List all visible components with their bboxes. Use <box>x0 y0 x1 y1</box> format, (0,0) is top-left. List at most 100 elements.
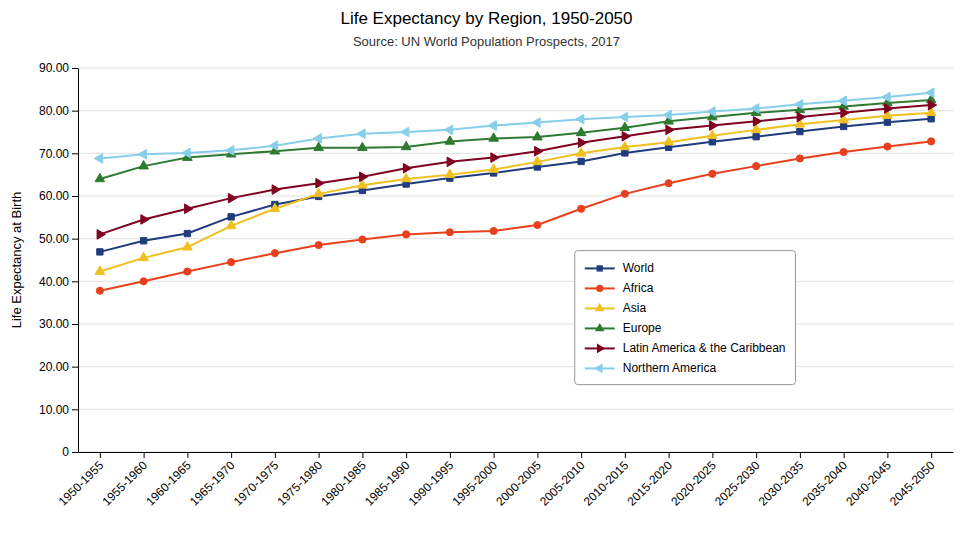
tick: 2010-2015 <box>581 452 632 509</box>
tick-mark <box>887 452 888 458</box>
line <box>100 100 931 179</box>
tick-mark <box>100 452 101 458</box>
point <box>622 150 628 156</box>
point <box>226 146 234 156</box>
point <box>228 193 236 203</box>
point <box>709 170 716 177</box>
subtitle: Source: UN World Population Prospects, 2… <box>353 34 620 49</box>
tick-label: 2010-2015 <box>581 458 632 509</box>
point <box>838 96 846 106</box>
title: Life Expectancy by Region, 1950-2050 <box>340 9 632 28</box>
tick-label: 2005-2010 <box>537 458 588 509</box>
axis-line <box>78 69 79 453</box>
point <box>663 110 671 120</box>
tick-mark <box>494 452 495 458</box>
point <box>315 241 322 248</box>
point <box>708 130 718 138</box>
point <box>489 164 499 172</box>
point <box>401 173 411 181</box>
point <box>576 127 586 135</box>
tick: 1985-1990 <box>362 452 413 509</box>
point <box>138 149 146 159</box>
tick-label: 30.00 <box>39 317 69 331</box>
point <box>751 104 759 114</box>
line <box>100 113 931 272</box>
tick: 2015-2020 <box>625 452 676 509</box>
chart: Life Expectancy by Region, 1950-2050 Sour… <box>0 0 973 534</box>
point <box>141 215 149 225</box>
point <box>664 137 674 145</box>
tick-mark <box>756 452 757 458</box>
tick: 50.00 <box>39 232 78 246</box>
tick: 90.00 <box>39 61 78 75</box>
tick: 60.00 <box>39 189 78 203</box>
tick-mark <box>72 68 78 69</box>
tick-mark <box>669 452 670 458</box>
point <box>885 104 893 114</box>
legend: WorldAfricaAsiaEuropeLatin America & the… <box>575 251 796 385</box>
point <box>753 117 761 127</box>
tick-mark <box>72 367 78 368</box>
legend-label: Northern America <box>623 361 717 375</box>
tick-label: 0 <box>62 445 69 459</box>
tick-mark <box>712 452 713 458</box>
point <box>928 138 935 145</box>
legend-frame <box>575 251 796 385</box>
point <box>491 153 499 163</box>
point <box>358 142 368 150</box>
point <box>533 156 543 164</box>
tick: 1960-1965 <box>143 452 194 509</box>
point <box>578 158 584 164</box>
point <box>270 203 280 211</box>
data-layer <box>94 88 936 294</box>
legend-marker <box>597 265 603 271</box>
point <box>445 169 455 177</box>
grid-line <box>78 238 953 239</box>
point <box>403 231 410 238</box>
point <box>228 259 235 266</box>
legend-label: Latin America & the Caribbean <box>623 341 786 355</box>
tick-label: 1980-1985 <box>318 458 369 509</box>
tick-label: 40.00 <box>39 275 69 289</box>
tick: 1965-1970 <box>187 452 238 509</box>
tick: 2045-2050 <box>887 452 938 509</box>
tick-label: 1995-2000 <box>450 458 501 509</box>
tick-label: 1950-1955 <box>56 458 107 509</box>
tick-mark <box>319 452 320 458</box>
tick-label: 1955-1960 <box>100 458 151 509</box>
point <box>444 125 452 135</box>
point <box>314 188 324 196</box>
grid-line <box>78 68 953 69</box>
tick-label: 2025-2030 <box>712 458 763 509</box>
tick-label: 2030-2035 <box>756 458 807 509</box>
tick: 1995-2000 <box>450 452 501 509</box>
tick: 1980-1985 <box>318 452 369 509</box>
tick: 1950-1955 <box>56 452 107 509</box>
point <box>446 229 453 236</box>
point <box>490 227 497 234</box>
legend-item: Latin America & the Caribbean <box>585 341 786 355</box>
tick-label: 90.00 <box>39 61 69 75</box>
tick-label: 70.00 <box>39 147 69 161</box>
tick-label: 1985-1990 <box>362 458 413 509</box>
tick-label: 2000-2005 <box>493 458 544 509</box>
tick-mark <box>72 196 78 197</box>
grid-line <box>78 110 953 111</box>
point <box>140 278 147 285</box>
legend-marker <box>595 303 605 311</box>
tick-label: 1975-1980 <box>275 458 326 509</box>
point <box>183 242 193 250</box>
point <box>707 107 715 117</box>
tick-mark <box>72 281 78 282</box>
point <box>184 230 190 236</box>
point <box>578 138 586 148</box>
point <box>535 146 543 156</box>
point <box>272 185 280 195</box>
legend-label: Europe <box>623 321 662 335</box>
point <box>94 154 102 164</box>
grid-line <box>78 452 953 453</box>
point <box>794 99 802 109</box>
legend-item: World <box>585 261 654 275</box>
point <box>182 148 190 158</box>
tick-mark <box>800 452 801 458</box>
